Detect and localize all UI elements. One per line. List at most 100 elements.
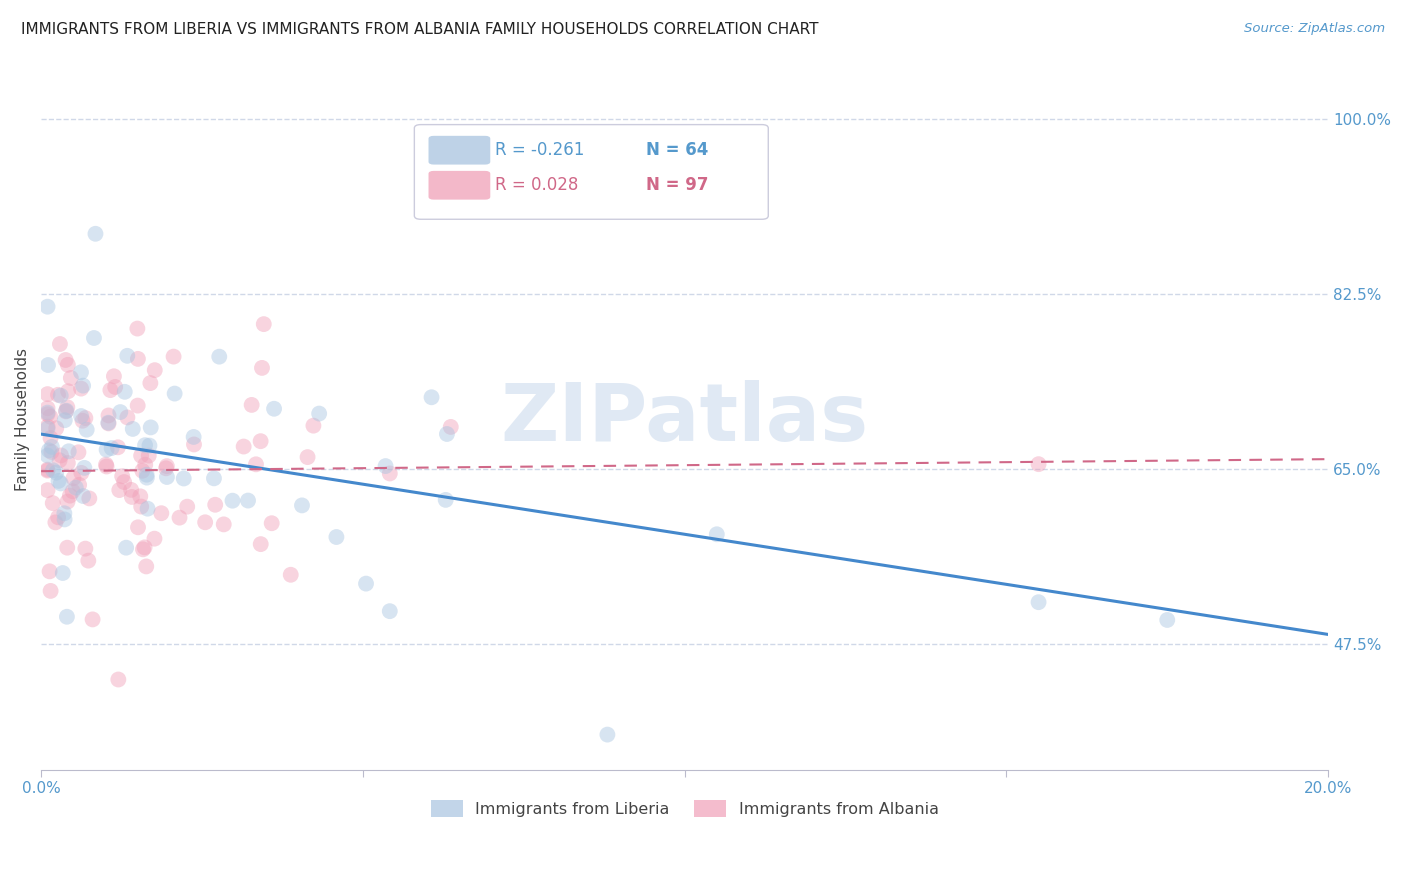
Point xyxy=(143,532,166,546)
Point xyxy=(121,490,143,504)
Point xyxy=(249,537,271,551)
Point xyxy=(37,449,59,463)
Point xyxy=(41,445,63,459)
Point xyxy=(354,576,377,591)
Point xyxy=(67,445,90,459)
Point xyxy=(107,440,129,454)
Point xyxy=(58,444,80,458)
Point xyxy=(49,337,72,351)
Point xyxy=(84,227,107,241)
Point xyxy=(37,464,59,478)
Text: N = 64: N = 64 xyxy=(645,141,709,159)
Point xyxy=(38,565,60,579)
Point xyxy=(156,470,179,484)
Text: N = 97: N = 97 xyxy=(645,176,709,194)
Point xyxy=(115,541,138,555)
Point xyxy=(112,475,135,489)
Point xyxy=(143,363,166,377)
Y-axis label: Family Households: Family Households xyxy=(15,348,30,491)
Point xyxy=(56,609,79,624)
Point xyxy=(173,471,195,485)
Point xyxy=(70,365,93,379)
Point xyxy=(45,466,67,480)
Point xyxy=(434,492,457,507)
Text: R = -0.261: R = -0.261 xyxy=(495,141,585,159)
Point xyxy=(77,554,100,568)
Point xyxy=(103,369,125,384)
Point xyxy=(41,440,63,454)
Point xyxy=(156,459,179,474)
Point xyxy=(221,493,243,508)
Point xyxy=(49,449,72,463)
Point xyxy=(280,567,302,582)
Point xyxy=(135,470,157,484)
Point xyxy=(37,483,59,498)
Point xyxy=(44,516,66,530)
Point xyxy=(325,530,347,544)
Point xyxy=(183,430,205,444)
Point xyxy=(37,421,59,435)
Point xyxy=(169,510,191,524)
Point xyxy=(120,483,142,497)
Point xyxy=(56,456,79,470)
Point xyxy=(436,427,458,442)
Point xyxy=(378,604,401,618)
Point xyxy=(37,407,59,421)
Point xyxy=(37,401,59,416)
Point xyxy=(117,349,139,363)
Point xyxy=(42,463,65,477)
Point xyxy=(129,489,152,503)
Point xyxy=(139,420,162,434)
Point xyxy=(183,437,205,451)
Point xyxy=(65,481,87,495)
Point xyxy=(56,541,79,555)
Point xyxy=(70,382,93,396)
Point xyxy=(48,453,70,467)
Point xyxy=(39,431,62,445)
Point xyxy=(240,398,263,412)
FancyBboxPatch shape xyxy=(429,171,491,200)
Point xyxy=(56,494,79,508)
Point xyxy=(134,438,156,452)
Point xyxy=(139,376,162,390)
Point xyxy=(67,478,90,492)
Point xyxy=(39,409,62,424)
Point xyxy=(37,406,59,420)
Point xyxy=(49,476,72,491)
Point xyxy=(48,474,70,488)
Point xyxy=(55,403,77,417)
Point xyxy=(208,350,231,364)
Point xyxy=(73,461,96,475)
Point xyxy=(250,360,273,375)
Point xyxy=(62,471,84,485)
Point xyxy=(46,510,69,524)
Point xyxy=(138,449,160,463)
Point xyxy=(70,466,93,480)
Point xyxy=(127,399,149,413)
Point xyxy=(260,516,283,531)
Point xyxy=(263,401,285,416)
Point xyxy=(38,443,60,458)
Point xyxy=(114,384,136,399)
Point xyxy=(49,389,72,403)
Point xyxy=(55,353,77,368)
Text: R = 0.028: R = 0.028 xyxy=(495,176,579,194)
Point xyxy=(176,500,198,514)
Point xyxy=(70,409,93,423)
Point xyxy=(121,422,143,436)
Point xyxy=(249,434,271,449)
Point xyxy=(127,520,149,534)
Point xyxy=(1028,595,1050,609)
Point xyxy=(83,331,105,345)
Point xyxy=(132,542,155,557)
Point xyxy=(111,469,134,483)
Point xyxy=(131,464,153,478)
Point xyxy=(204,498,226,512)
Point xyxy=(79,491,101,506)
Point xyxy=(37,358,59,372)
Point xyxy=(232,440,254,454)
Point xyxy=(127,321,149,335)
Point xyxy=(75,411,97,425)
Point xyxy=(39,583,62,598)
Point xyxy=(97,409,120,423)
